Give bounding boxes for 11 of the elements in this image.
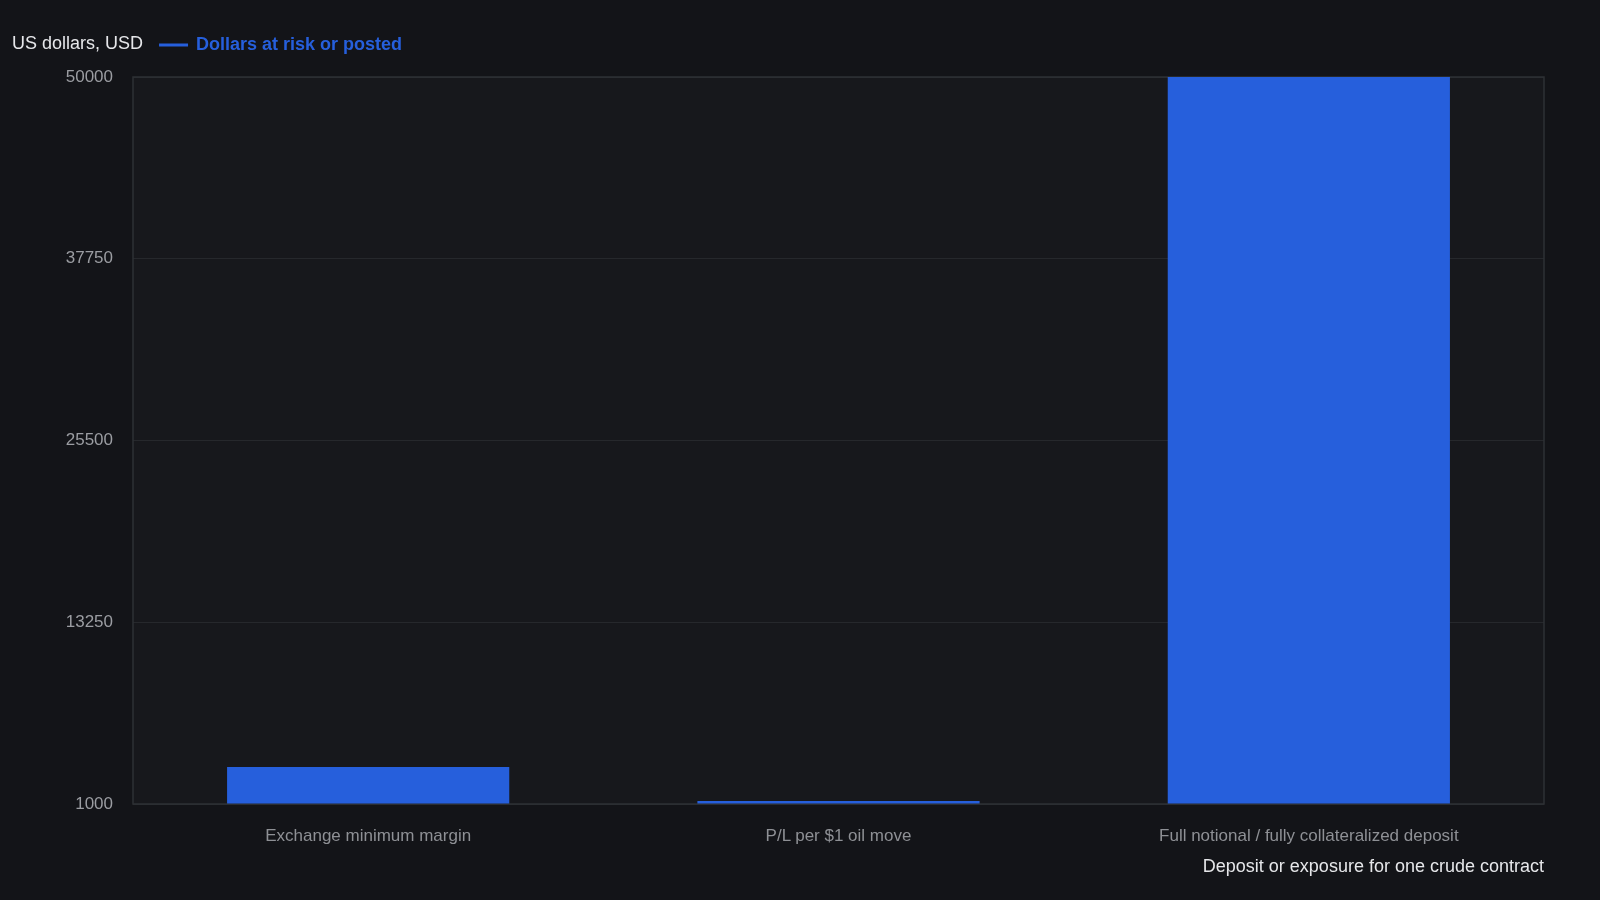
y-tick-label: 50000 bbox=[65, 66, 113, 86]
x-tick-label: P/L per $1 oil move bbox=[765, 825, 912, 845]
y-tick-label: 1000 bbox=[75, 793, 113, 813]
x-tick-label: Exchange minimum margin bbox=[265, 825, 472, 845]
y-tick-label: 13250 bbox=[65, 611, 113, 631]
x-axis-title: Deposit or exposure for one crude contract bbox=[1202, 855, 1544, 876]
y-tick-label: 37750 bbox=[65, 248, 113, 268]
legend-label: Dollars at risk or posted bbox=[196, 33, 403, 54]
x-tick-label: Full notional / fully collateralized deposit bbox=[1159, 825, 1459, 845]
y-tick-label: 25500 bbox=[65, 430, 113, 450]
y-axis-title: US dollars, USD bbox=[12, 32, 144, 53]
